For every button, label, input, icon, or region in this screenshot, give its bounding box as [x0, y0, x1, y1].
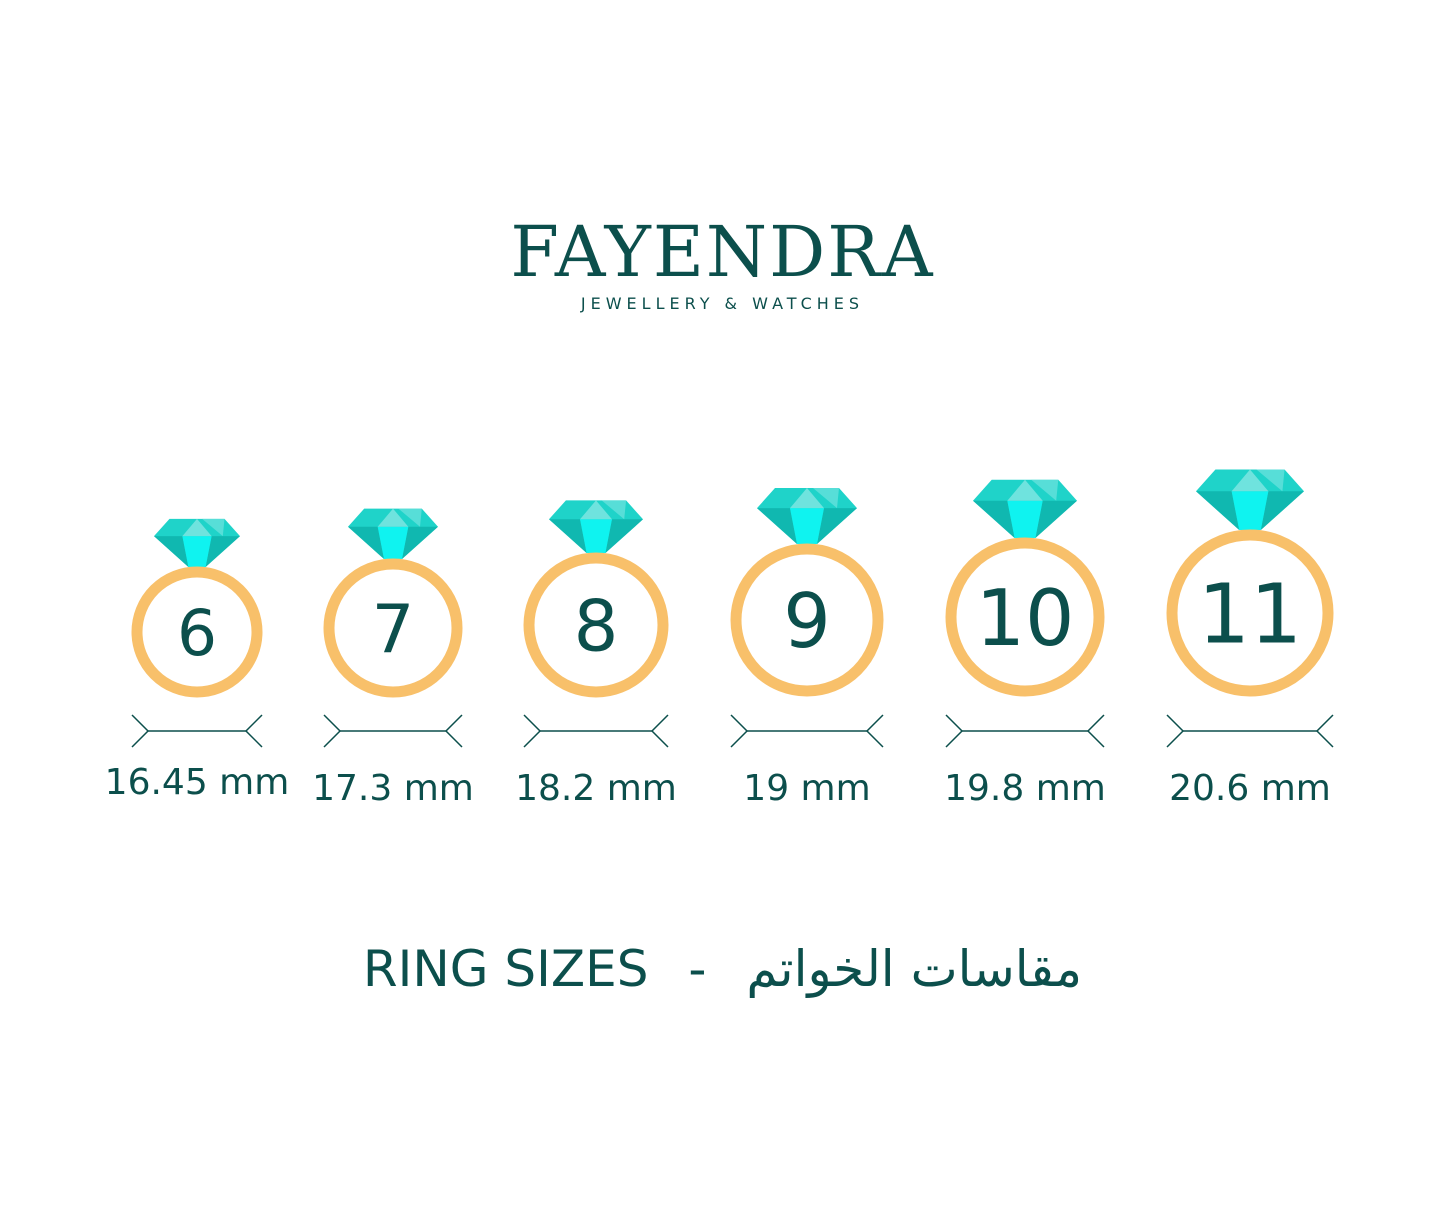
- footer-separator: -: [688, 940, 707, 998]
- gem-icon: [973, 479, 1077, 538]
- measure-arrow: [1166, 714, 1334, 748]
- gem-icon: [154, 518, 240, 567]
- diameter-label: 19 mm: [743, 768, 871, 809]
- ring-size-7: 7: [323, 508, 463, 748]
- ring-band: [945, 537, 1105, 697]
- measure-arrow: [323, 714, 463, 748]
- ring-size-9: 9: [730, 488, 884, 748]
- ring-size-number: 10: [976, 574, 1075, 664]
- ring-size-number: 6: [177, 597, 217, 670]
- ring-size-number: 7: [372, 590, 415, 668]
- gem-icon: [348, 508, 438, 559]
- diameter-label: 19.8 mm: [944, 768, 1106, 809]
- ring-size-number: 11: [1198, 568, 1302, 663]
- ring-band: [1166, 529, 1334, 697]
- ring-size-6: 6: [131, 518, 263, 748]
- brand-logo: FAYENDRA: [510, 211, 935, 293]
- measure-arrow: [730, 714, 884, 748]
- footer-arabic: مقاسات الخواتم: [746, 940, 1083, 998]
- brand-tagline: JEWELLERY & WATCHES: [580, 294, 865, 313]
- gem-icon: [549, 500, 643, 553]
- ring-size-number: 8: [574, 585, 619, 667]
- ring-band: [523, 552, 669, 698]
- ring-size-11: 11: [1166, 469, 1334, 748]
- measure-arrow: [945, 714, 1105, 748]
- gem-icon: [757, 488, 857, 544]
- footer-english: RING SIZES: [362, 940, 649, 998]
- diameter-label: 17.3 mm: [312, 768, 474, 809]
- measure-arrow: [523, 714, 669, 748]
- measure-arrow: [131, 714, 263, 748]
- ring-size-8: 8: [523, 500, 669, 748]
- ring-band: [131, 566, 263, 698]
- diameter-label: 20.6 mm: [1169, 768, 1331, 809]
- diameter-label: 16.45 mm: [104, 762, 290, 803]
- ring-size-10: 10: [945, 479, 1105, 748]
- gem-icon: [1196, 469, 1304, 530]
- footer-title: RING SIZES - مقاسات الخواتم: [0, 940, 1445, 998]
- ring-size-number: 9: [783, 578, 830, 665]
- diameter-label: 18.2 mm: [515, 768, 677, 809]
- ring-band: [323, 558, 463, 698]
- ring-band: [730, 543, 884, 697]
